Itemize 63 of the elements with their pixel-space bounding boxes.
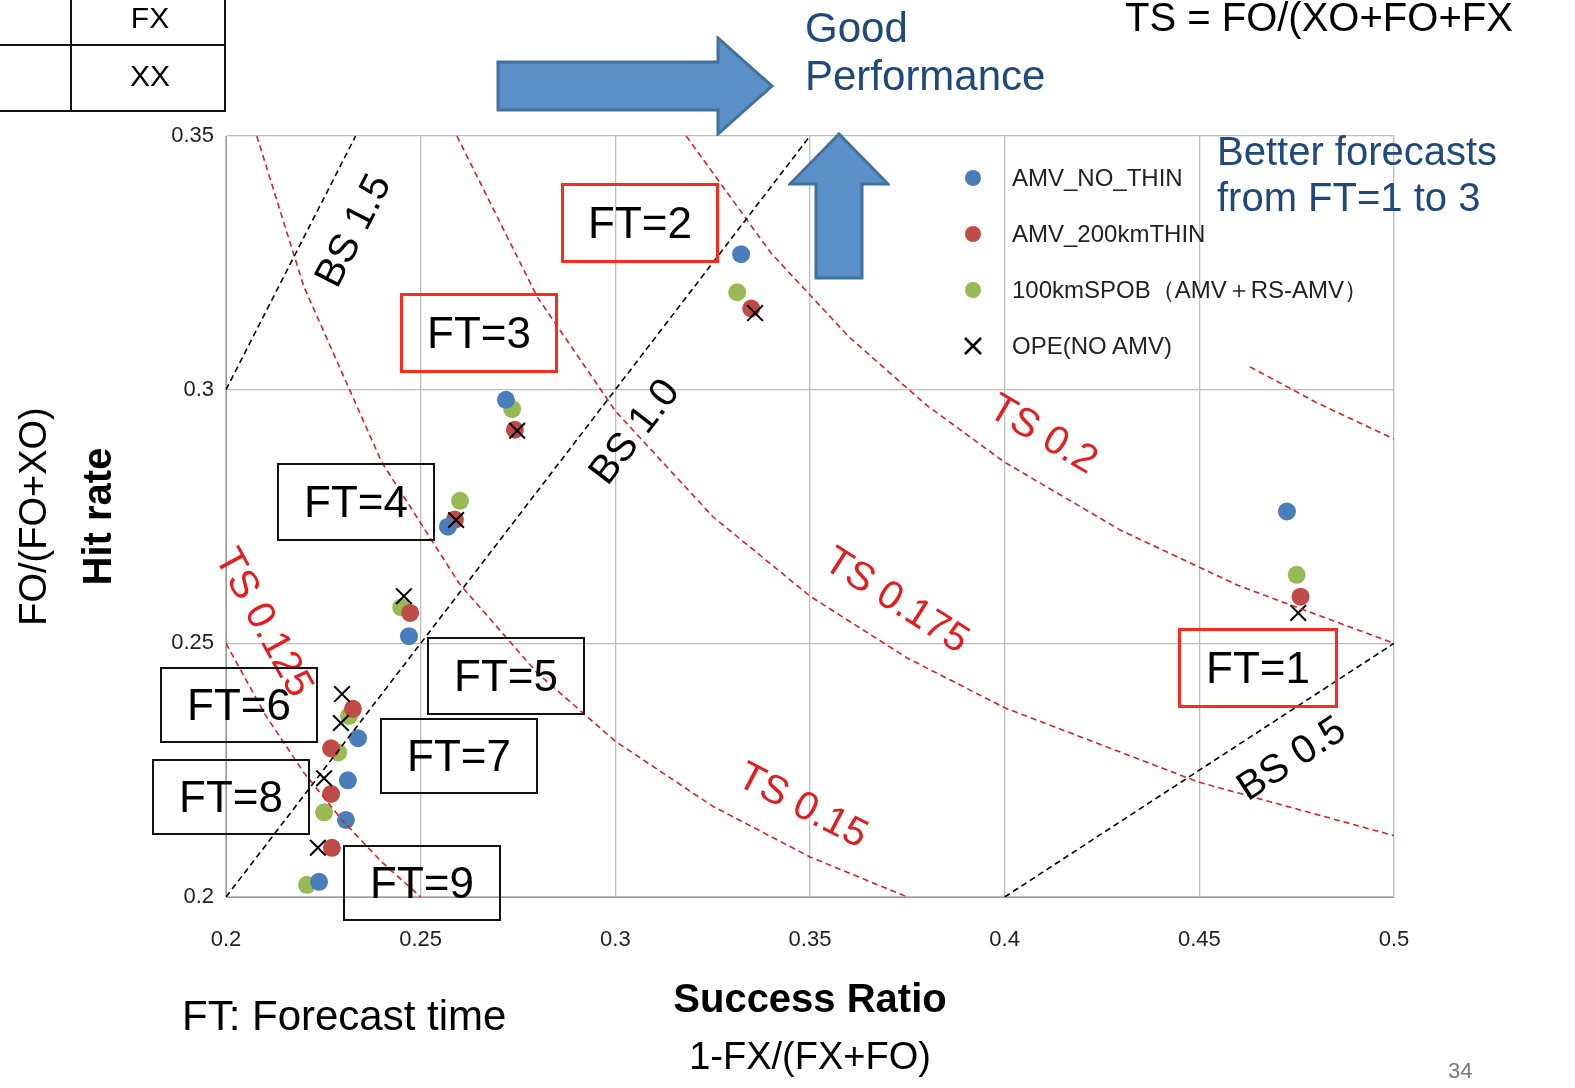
annotation: FT=9 [370, 858, 474, 908]
point [1277, 502, 1296, 521]
x-tick-label: 0.35 [788, 926, 832, 952]
text: TS = FO/(XO+FO+FX [1125, 0, 1513, 40]
annotation: BS 1.0 [579, 369, 688, 492]
annotation: FT=2 [588, 198, 692, 248]
point [322, 785, 341, 804]
point [333, 685, 351, 703]
point [399, 627, 418, 646]
point [1289, 604, 1307, 622]
text: 34 [1448, 1058, 1473, 1084]
point [322, 739, 341, 758]
point [315, 769, 333, 788]
point [746, 304, 764, 322]
point [332, 714, 350, 732]
point [348, 729, 367, 748]
legend-label: OPE(NO AMV) [1012, 332, 1173, 360]
point [336, 810, 355, 829]
y-tick-label: 0.3 [183, 375, 214, 401]
annotation: FT=7 [407, 731, 511, 781]
y-tick-label: 0.25 [171, 629, 214, 655]
point [309, 839, 327, 857]
annotation: FT=4 [304, 477, 408, 527]
annotation: TS 0.2 [982, 383, 1107, 482]
point [728, 283, 747, 302]
point [1291, 587, 1310, 606]
x-axis-title: Success Ratio 1-FX/(FX+FO) [673, 976, 947, 1078]
x-tick-label: 0.3 [600, 926, 631, 952]
point [343, 699, 362, 718]
point [315, 803, 334, 822]
point [496, 390, 515, 409]
point [322, 838, 341, 857]
annotation: BS 0.5 [1228, 706, 1353, 809]
annotation: FT=3 [427, 308, 531, 358]
annotation: FT=5 [454, 651, 558, 701]
annotation: TS 0.15 [731, 751, 876, 856]
annotation: FT=8 [179, 772, 283, 822]
legend-label: 100kmSPOB（AMV＋RS-AMV） [1012, 275, 1369, 305]
point [338, 771, 357, 790]
y-tick-label: 0.35 [171, 122, 214, 148]
text: FT: Forecast time [182, 992, 507, 1041]
y-tick-label: 0.2 [183, 883, 214, 909]
point [450, 491, 469, 510]
annotation: BS 1.5 [304, 166, 399, 294]
x-tick-label: 0.25 [399, 926, 443, 952]
x-tick-label: 0.5 [1378, 926, 1410, 952]
text: XX [129, 58, 171, 94]
text: Good Performance [805, 4, 1047, 101]
x-tick-label: 0.2 [210, 926, 242, 952]
point [1287, 565, 1306, 584]
point [732, 245, 751, 264]
x-tick-label: 0.45 [1177, 926, 1221, 952]
text: FX [129, 0, 171, 36]
annotation: FT=1 [1206, 643, 1310, 693]
point [395, 587, 413, 605]
point [310, 872, 329, 891]
y-axis-title: Hit rate FO/(FO+XO) [12, 407, 120, 626]
annotation: Better forecasts from FT=1 to 3 [1217, 128, 1499, 220]
point [438, 517, 457, 536]
legend-label: AMV_NO_THIN [1012, 164, 1183, 192]
point [401, 603, 420, 622]
x-tick-label: 0.4 [989, 926, 1020, 952]
legend-label: AMV_200kmTHIN [1012, 220, 1206, 248]
